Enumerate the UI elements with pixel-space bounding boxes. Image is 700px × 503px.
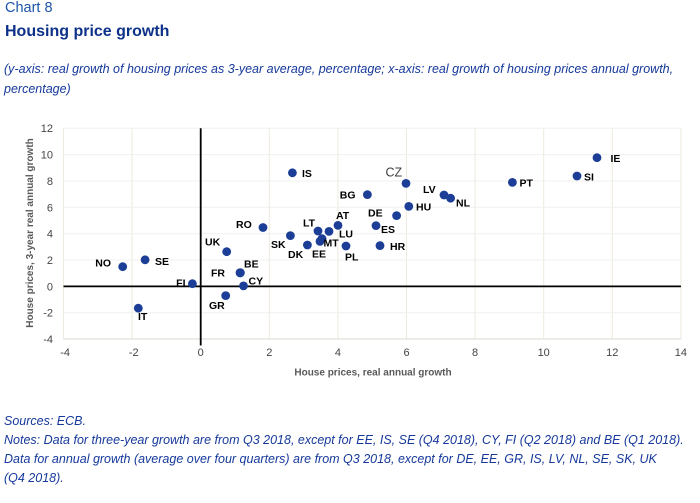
svg-text:PT: PT: [520, 178, 534, 190]
svg-text:8: 8: [47, 176, 53, 188]
svg-text:BE: BE: [244, 259, 259, 271]
svg-text:-4: -4: [43, 334, 53, 346]
svg-text:EE: EE: [312, 249, 326, 261]
svg-text:SE: SE: [155, 256, 169, 268]
svg-text:2: 2: [266, 347, 272, 359]
svg-text:8: 8: [472, 347, 478, 359]
svg-text:12: 12: [41, 123, 53, 135]
svg-text:BG: BG: [340, 190, 356, 202]
svg-text:PL: PL: [345, 252, 359, 264]
svg-text:AT: AT: [336, 210, 350, 222]
svg-text:10: 10: [41, 150, 53, 162]
svg-text:RO: RO: [236, 219, 252, 231]
svg-text:-2: -2: [129, 347, 139, 359]
svg-text:House prices, real annual grow: House prices, real annual growth: [294, 368, 451, 379]
svg-text:LT: LT: [303, 218, 316, 230]
svg-text:CY: CY: [249, 276, 264, 288]
svg-text:FI: FI: [176, 278, 185, 290]
svg-text:14: 14: [675, 347, 687, 359]
svg-text:CZ: CZ: [386, 165, 403, 179]
svg-text:House prices, 3-year real annu: House prices, 3-year real annual growth: [25, 138, 36, 328]
svg-text:6: 6: [47, 202, 53, 214]
svg-text:NL: NL: [456, 198, 471, 210]
svg-text:NO: NO: [95, 258, 111, 270]
svg-text:UK: UK: [205, 237, 221, 249]
svg-text:12: 12: [606, 347, 618, 359]
svg-text:GR: GR: [209, 300, 225, 312]
svg-text:DK: DK: [288, 249, 304, 261]
svg-text:4: 4: [47, 229, 53, 241]
svg-text:-2: -2: [43, 308, 53, 320]
svg-text:LV: LV: [423, 184, 436, 196]
svg-text:10: 10: [538, 347, 550, 359]
svg-text:ES: ES: [381, 224, 395, 236]
svg-text:IS: IS: [302, 168, 312, 180]
svg-text:IT: IT: [138, 311, 148, 323]
svg-text:4: 4: [335, 347, 341, 359]
svg-text:DE: DE: [368, 208, 383, 220]
svg-text:IE: IE: [611, 153, 621, 165]
svg-text:SI: SI: [584, 172, 594, 184]
svg-text:0: 0: [198, 347, 204, 359]
svg-text:6: 6: [403, 347, 409, 359]
svg-text:HR: HR: [390, 241, 406, 253]
svg-text:HU: HU: [416, 202, 431, 214]
svg-text:-4: -4: [60, 347, 70, 359]
svg-text:LU: LU: [339, 229, 353, 241]
svg-text:2: 2: [47, 255, 53, 267]
svg-text:SK: SK: [271, 239, 286, 251]
svg-text:FR: FR: [211, 268, 225, 280]
svg-text:0: 0: [47, 281, 53, 293]
svg-text:MT: MT: [324, 238, 340, 250]
